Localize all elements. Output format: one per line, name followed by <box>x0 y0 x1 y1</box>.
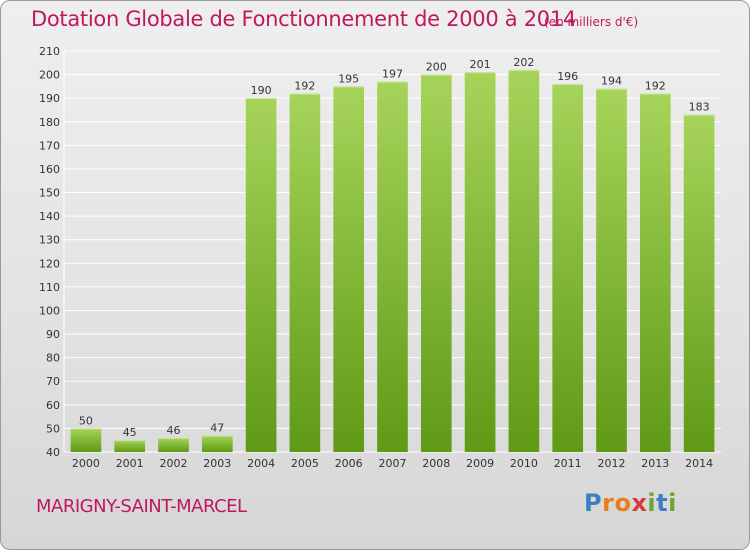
y-tick-label: 200 <box>39 69 60 82</box>
logo-letter: r <box>602 489 615 517</box>
y-tick-label: 60 <box>46 399 60 412</box>
bars <box>70 69 715 453</box>
x-axis-tick-labels: 2000 2001 2002 2003 2004 2005 2006 2007 2008 2009… <box>72 457 713 470</box>
x-tick-label: 2010 <box>510 457 538 470</box>
data-label: 50 <box>79 414 93 427</box>
bar-2002 <box>158 437 189 452</box>
data-label: 197 <box>382 68 403 81</box>
y-tick-label: 140 <box>39 210 60 223</box>
bar-2009 <box>464 72 496 453</box>
y-tick-label: 130 <box>39 234 60 247</box>
x-tick-label: 2006 <box>335 457 363 470</box>
logo-letter: o <box>614 489 632 517</box>
logo-letter: i <box>647 489 657 517</box>
y-tick-label: 90 <box>46 328 60 341</box>
x-tick-label: 2012 <box>598 457 626 470</box>
bar-2007 <box>377 81 408 452</box>
y-tick-label: 160 <box>39 163 60 176</box>
x-tick-label: 2008 <box>422 457 450 470</box>
y-tick-label: 170 <box>39 139 60 152</box>
x-tick-label: 2007 <box>379 457 407 470</box>
y-tick-label: 50 <box>46 422 60 435</box>
x-tick-label: 2013 <box>641 457 669 470</box>
y-tick-label: 110 <box>39 281 60 294</box>
bar-2013 <box>639 93 671 452</box>
bar-2000 <box>70 428 102 452</box>
bar-2003 <box>201 435 233 452</box>
x-tick-label: 2011 <box>554 457 582 470</box>
x-tick-label: 2003 <box>203 457 231 470</box>
bar-2010 <box>508 69 540 452</box>
y-tick-label: 70 <box>46 375 60 388</box>
x-tick-label: 2014 <box>685 457 713 470</box>
logo-letter: i <box>668 489 677 517</box>
y-tick-label: 190 <box>39 92 60 105</box>
bar-2001 <box>114 440 146 452</box>
bar-2005 <box>289 93 321 452</box>
bar-2011 <box>552 84 584 452</box>
y-tick-label: 80 <box>46 352 60 365</box>
data-label: 194 <box>601 75 622 88</box>
bar-2012 <box>596 88 627 452</box>
data-labels: 50 45 46 47 190 192 195 197 200 201 202 196 194 192 18… <box>79 56 710 439</box>
data-label: 201 <box>470 58 491 71</box>
x-tick-label: 2002 <box>160 457 188 470</box>
commune-name: MARIGNY-SAINT-MARCEL <box>36 496 247 517</box>
data-label: 47 <box>210 421 224 434</box>
chart-title: Dotation Globale de Fonctionnement de 20… <box>31 7 576 31</box>
data-label: 200 <box>426 61 447 74</box>
y-tick-label: 210 <box>39 45 60 58</box>
data-label: 45 <box>123 426 137 439</box>
data-label: 183 <box>689 101 710 114</box>
x-tick-label: 2000 <box>72 457 100 470</box>
logo-letter: P <box>584 489 603 517</box>
y-tick-label: 150 <box>39 187 60 200</box>
data-label: 46 <box>167 424 181 437</box>
data-label: 192 <box>645 79 666 92</box>
data-label: 202 <box>513 56 534 69</box>
data-label: 192 <box>294 79 315 92</box>
x-tick-label: 2001 <box>116 457 144 470</box>
data-label: 190 <box>251 84 272 97</box>
logo-letter: t <box>656 489 669 517</box>
y-tick-label: 40 <box>46 446 60 459</box>
x-tick-label: 2009 <box>466 457 494 470</box>
proxiti-logo[interactable]: Proxiti <box>584 489 677 517</box>
bar-2006 <box>333 86 365 452</box>
bar-2008 <box>420 74 452 453</box>
chart-subtitle: (en milliers d'€) <box>544 15 639 29</box>
x-tick-label: 2004 <box>247 457 275 470</box>
bar-2004 <box>245 98 277 453</box>
logo-letter: x <box>631 489 648 517</box>
x-tick-label: 2005 <box>291 457 319 470</box>
data-label: 196 <box>557 70 578 83</box>
y-tick-label: 120 <box>39 257 60 270</box>
data-label: 195 <box>338 72 359 85</box>
y-tick-label: 180 <box>39 116 60 129</box>
y-tick-label: 100 <box>39 304 60 317</box>
y-axis-tick-labels: 40 50 60 70 80 90 100 110 120 130 140 150 160 170 180 1… <box>39 45 60 459</box>
bar-2014 <box>683 114 715 452</box>
